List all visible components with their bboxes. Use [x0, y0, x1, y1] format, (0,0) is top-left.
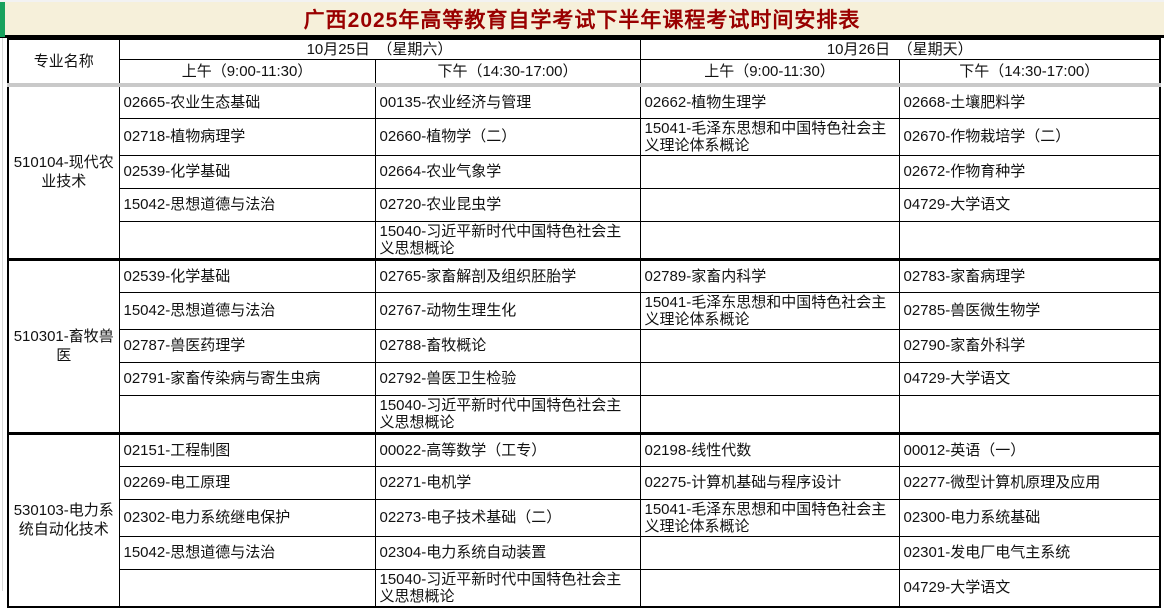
course-cell: 02664-农业气象学: [374, 154, 641, 189]
course-cell: 15040-习近平新时代中国特色社会主义思想概论: [374, 394, 641, 434]
exam-schedule-table: 专业名称 10月25日 （星期六） 10月26日 （星期天） 上午（9:00-1…: [7, 38, 1161, 608]
course-cell: 04729-大学语文: [898, 187, 1161, 222]
course-cell: 15042-思想道德与法治: [118, 291, 376, 330]
green-accent-strip: [0, 2, 5, 37]
table-row: 15040-习近平新时代中国特色社会主义思想概论 04729-大学语文: [8, 568, 1161, 608]
course-cell: [898, 394, 1161, 434]
course-cell: 02789-家畜内科学: [639, 257, 900, 293]
course-cell: 15041-毛泽东思想和中国特色社会主义理论体系概论: [639, 117, 900, 156]
course-cell: 02277-微型计算机原理及应用: [898, 465, 1161, 500]
table-row: 02791-家畜传染病与寄生虫病 02792-兽医卫生检验 04729-大学语文: [8, 361, 1161, 396]
course-cell: [639, 220, 900, 260]
course-cell: 04729-大学语文: [898, 568, 1161, 608]
table-row: 15040-习近平新时代中国特色社会主义思想概论: [8, 220, 1161, 260]
course-cell: 02668-土壤肥料学: [898, 83, 1161, 119]
course-cell: 02783-家畜病理学: [898, 257, 1161, 293]
course-cell: 02672-作物育种学: [898, 154, 1161, 189]
session-header-oct26-am: 上午（9:00-11:30）: [639, 59, 900, 87]
course-cell: 04729-大学语文: [898, 361, 1161, 396]
course-cell: 02720-农业昆虫学: [374, 187, 641, 222]
course-cell: 15040-习近平新时代中国特色社会主义思想概论: [374, 220, 641, 260]
session-header-oct25-pm: 下午（14:30-17:00）: [374, 59, 641, 87]
course-cell: 15042-思想道德与法治: [118, 187, 376, 222]
course-cell: 02539-化学基础: [118, 154, 376, 189]
sheet-gridline: [2, 38, 3, 591]
course-cell: 15041-毛泽东思想和中国特色社会主义理论体系概论: [639, 498, 900, 537]
header-row-dates: 专业名称 10月25日 （星期六） 10月26日 （星期天）: [7, 38, 1161, 87]
course-cell: 02765-家畜解剖及组织胚胎学: [374, 257, 641, 293]
course-cell: 00135-农业经济与管理: [374, 83, 641, 119]
table-row: 02539-化学基础 02664-农业气象学 02672-作物育种学: [8, 154, 1161, 189]
course-cell: 15041-毛泽东思想和中国特色社会主义理论体系概论: [639, 291, 900, 330]
table-row: 02302-电力系统继电保护 02273-电子技术基础（二） 15041-毛泽东思想…: [8, 498, 1161, 537]
course-cell: [639, 361, 900, 396]
session-header-oct25-am: 上午（9:00-11:30）: [118, 59, 376, 87]
course-cell: 02198-线性代数: [639, 431, 900, 467]
course-cell: 15040-习近平新时代中国特色社会主义思想概论: [374, 568, 641, 608]
course-cell: 02790-家畜外科学: [898, 328, 1161, 363]
date-header-oct25: 10月25日 （星期六）: [118, 38, 641, 60]
course-cell: [639, 535, 900, 570]
course-cell: 02788-畜牧概论: [374, 328, 641, 363]
course-cell: 02273-电子技术基础（二）: [374, 498, 641, 537]
table-row: 15040-习近平新时代中国特色社会主义思想概论: [8, 394, 1161, 434]
course-cell: 02271-电机学: [374, 465, 641, 500]
course-cell: [639, 154, 900, 189]
table-row: 02269-电工原理 02271-电机学 02275-计算机基础与程序设计 02277…: [8, 465, 1161, 500]
title-bar: 广西2025年高等教育自学考试下半年课程考试时间安排表: [0, 0, 1164, 38]
course-cell: 02785-兽医微生物学: [898, 291, 1161, 330]
course-cell: 02539-化学基础: [118, 257, 376, 293]
course-cell: [118, 394, 376, 434]
course-cell: [639, 568, 900, 608]
course-cell: 02151-工程制图: [118, 431, 376, 467]
major-column-header: 专业名称: [7, 38, 120, 87]
page-title: 广西2025年高等教育自学考试下半年课程考试时间安排表: [303, 8, 861, 32]
table-row: 510301-畜牧兽医 02539-化学基础 02765-家畜解剖及组织胚胎学 027…: [7, 257, 1161, 434]
table-row: 510104-现代农业技术 02665-农业生态基础 00135-农业经济与管理 02…: [7, 83, 1161, 260]
course-cell: [639, 394, 900, 434]
course-cell: 02787-兽医药理学: [118, 328, 376, 363]
course-cell: 02665-农业生态基础: [118, 83, 376, 119]
course-cell: 02300-电力系统基础: [898, 498, 1161, 537]
table-row: 02787-兽医药理学 02788-畜牧概论 02790-家畜外科学: [8, 328, 1161, 363]
course-cell: 02269-电工原理: [118, 465, 376, 500]
course-cell: 02275-计算机基础与程序设计: [639, 465, 900, 500]
course-cell: 02301-发电厂电气主系统: [898, 535, 1161, 570]
table-row: 15042-思想道德与法治 02720-农业昆虫学 04729-大学语文: [8, 187, 1161, 222]
table-row: 15042-思想道德与法治 02304-电力系统自动装置 02301-发电厂电气主系…: [8, 535, 1161, 570]
course-cell: 02662-植物生理学: [639, 83, 900, 119]
course-cell: 02670-作物栽培学（二）: [898, 117, 1161, 156]
course-cell: 02718-植物病理学: [118, 117, 376, 156]
course-cell: 02767-动物生理生化: [374, 291, 641, 330]
course-cell: 02792-兽医卫生检验: [374, 361, 641, 396]
course-cell: 15042-思想道德与法治: [118, 535, 376, 570]
major-name-cell: 510301-畜牧兽医: [7, 257, 120, 434]
course-cell: [639, 328, 900, 363]
course-cell: [898, 220, 1161, 260]
course-cell: 00022-高等数学（工专）: [374, 431, 641, 467]
course-cell: 02302-电力系统继电保护: [118, 498, 376, 537]
table-row: 530103-电力系统自动化技术 02151-工程制图 00022-高等数学（工专）…: [7, 431, 1161, 608]
course-cell: 02660-植物学（二）: [374, 117, 641, 156]
course-cell: 02791-家畜传染病与寄生虫病: [118, 361, 376, 396]
course-cell: [639, 187, 900, 222]
course-cell: 00012-英语（一）: [898, 431, 1161, 467]
header-row-sessions: 上午（9:00-11:30） 下午（14:30-17:00） 上午（9:00-1…: [8, 59, 1161, 87]
table-row: 02718-植物病理学 02660-植物学（二） 15041-毛泽东思想和中国特色社…: [8, 117, 1161, 156]
major-name-cell: 510104-现代农业技术: [7, 83, 120, 260]
course-cell: [118, 220, 376, 260]
major-name-cell: 530103-电力系统自动化技术: [7, 431, 120, 608]
course-cell: 02304-电力系统自动装置: [374, 535, 641, 570]
date-header-oct26: 10月26日 （星期天）: [639, 38, 1161, 60]
session-header-oct26-pm: 下午（14:30-17:00）: [898, 59, 1161, 87]
table-row: 15042-思想道德与法治 02767-动物生理生化 15041-毛泽东思想和中国特…: [8, 291, 1161, 330]
course-cell: [118, 568, 376, 608]
